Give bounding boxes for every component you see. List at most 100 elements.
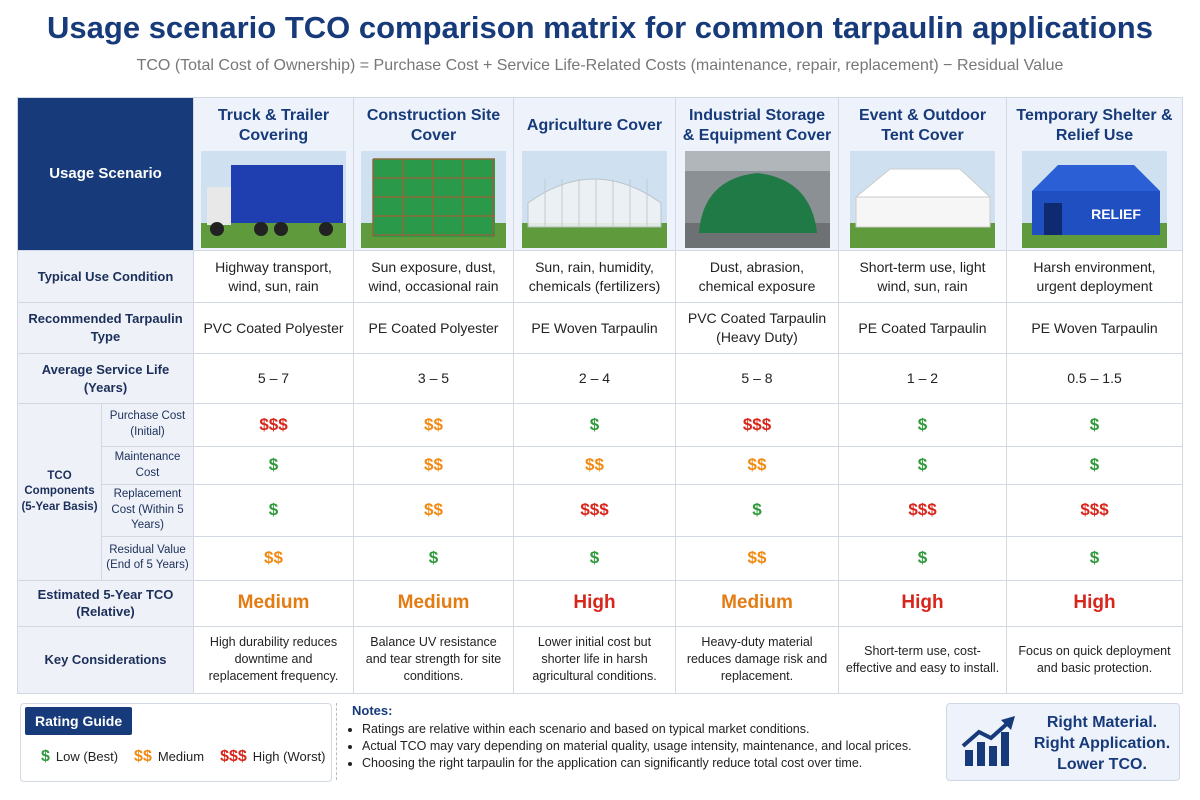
estimate-cell: Medium [193, 579, 354, 627]
guide-symbol: $ [41, 748, 50, 765]
rating-cell: $ [193, 446, 354, 485]
rating-cell: $$ [353, 484, 514, 537]
cell: Balance UV resistance and tear strength … [353, 625, 514, 694]
notes-title: Notes: [352, 703, 393, 718]
rating-cell: $$$ [513, 484, 676, 537]
rating-cell: $$$ [1006, 484, 1183, 537]
rating-cell: $$$ [838, 484, 1007, 537]
cell: PE Coated Tarpaulin [838, 302, 1007, 354]
rating-cell: $ [513, 403, 676, 447]
cell: Dust, abrasion, chemical exposure [675, 250, 839, 303]
rating-cell: $ [513, 535, 676, 581]
corner-label: Usage Scenario [17, 97, 194, 251]
guide-symbol: $$ [134, 748, 152, 765]
scenario-image [201, 150, 346, 248]
row: Recommended Tarpaulin Type PVC Coated Pol… [17, 302, 1183, 354]
sub-label: Residual Value (End of 5 Years) [101, 535, 194, 581]
header-row: Usage Scenario Truck & Trailer Covering Co… [17, 97, 1183, 251]
rating-cell: $$ [675, 535, 839, 581]
guide-symbol: $$$ [220, 748, 247, 765]
estimate-cell: High [513, 579, 676, 627]
guide-item: $$$ High (Worst) [220, 748, 325, 766]
cell: 1 – 2 [838, 353, 1007, 404]
cell: 5 – 8 [675, 353, 839, 404]
rating-cell: $ [1006, 535, 1183, 581]
scenario-header: Industrial Storage & Equipment Cover [675, 97, 839, 251]
tagline: Right Material. Right Application. Lower T… [1027, 712, 1177, 775]
rating-cell: $ [838, 403, 1007, 447]
scenario-name: Event & Outdoor Tent Cover [858, 106, 987, 144]
rating-cell: $$$ [193, 403, 354, 447]
scenario-image [361, 150, 506, 248]
rating-cell: $$$ [675, 403, 839, 447]
tagline-line: Right Material. [1046, 714, 1158, 731]
tagline-line: Right Application. [1033, 735, 1171, 752]
rating-cell: $$ [513, 446, 676, 485]
scenario-image [684, 150, 830, 248]
scenario-header: Construction Site Cover [353, 97, 514, 251]
scenario-name: Industrial Storage & Equipment Cover [682, 106, 832, 144]
rating-cell: $ [675, 484, 839, 537]
estimate-cell: High [1006, 579, 1183, 627]
rating-cell: $$ [353, 403, 514, 447]
tco-row: Maintenance Cost $ $$ $$ $$ $ $ [18, 446, 1183, 485]
group-label: TCO Components (5-Year Basis) [17, 403, 102, 581]
separator [336, 703, 337, 780]
cell: Harsh environment, urgent deployment [1006, 250, 1183, 303]
notes-list: Ratings are relative within each scenari… [352, 722, 932, 770]
cell: 2 – 4 [513, 353, 676, 404]
sub-label: Maintenance Cost [101, 446, 194, 485]
cell: High durability reduces downtime and rep… [193, 625, 354, 694]
guide-label: Low (Best) [55, 749, 119, 764]
note: Ratings are relative within each scenari… [362, 722, 932, 736]
guide-item: $ Low (Best) [41, 748, 118, 766]
guide-label: Medium [157, 749, 205, 764]
note: Choosing the right tarpaulin for the app… [362, 756, 932, 770]
row-label: Estimated 5-Year TCO (Relative) [17, 579, 194, 627]
row-label: Key Considerations [17, 625, 194, 694]
rating-cell: $$ [353, 446, 514, 485]
subtitle: TCO (Total Cost of Ownership) = Purchase… [136, 57, 1064, 74]
sub-label: Replacement Cost (Within 5 Years) [101, 484, 194, 537]
guide-item: $$ Medium [134, 748, 204, 766]
cell: Sun, rain, humidity, chemicals (fertiliz… [513, 250, 676, 303]
cell: Lower initial cost but shorter life in h… [513, 625, 676, 694]
image-label: RELIEF [1091, 206, 1141, 222]
rating-guide-items: $ Low (Best) $$ Medium $$$ High (Worst) [41, 748, 326, 766]
scenario-header: Agriculture Cover [513, 97, 676, 251]
cell: 5 – 7 [193, 353, 354, 404]
scenario-header: Temporary Shelter & Relief Use RELIEF [1006, 97, 1183, 251]
scenario-name: Construction Site Cover [366, 106, 501, 144]
tagline-line: Lower TCO. [1057, 756, 1147, 773]
estimate-cell: Medium [353, 579, 514, 627]
rating-cell: $ [1006, 403, 1183, 447]
scenario-image [522, 150, 667, 248]
scenario-header: Event & Outdoor Tent Cover [838, 97, 1007, 251]
cell: Highway transport, wind, sun, rain [193, 250, 354, 303]
tco-row: TCO Components (5-Year Basis) Purchase Co… [17, 403, 1183, 581]
rating-cell: $ [353, 535, 514, 581]
guide-label: High (Worst) [252, 749, 326, 764]
cell: Focus on quick deployment and basic prot… [1006, 625, 1183, 694]
cell: Sun exposure, dust, wind, occasional rai… [353, 250, 514, 303]
cell: Heavy-duty material reduces damage risk … [675, 625, 839, 694]
cell: Short-term use, cost-effective and easy … [838, 625, 1007, 694]
row-label: Recommended Tarpaulin Type [17, 302, 194, 354]
rating-cell: $ [838, 446, 1007, 485]
sub-label: Purchase Cost (Initial) [101, 403, 194, 447]
scenario-name: Temporary Shelter & Relief Use [1016, 106, 1173, 144]
cell: 0.5 – 1.5 [1006, 353, 1183, 404]
rating-cell: $ [838, 535, 1007, 581]
tco-matrix: Usage Scenario Truck & Trailer Covering Co… [17, 97, 1183, 694]
notes: Notes: Ratings are relative within each … [352, 703, 932, 773]
title: Usage scenario TCO comparison matrix for… [47, 10, 1153, 45]
cell: 3 – 5 [353, 353, 514, 404]
scenario-header: Truck & Trailer Covering [193, 97, 354, 251]
scenario-name: Agriculture Cover [526, 116, 663, 134]
row: Estimated 5-Year TCO (Relative) Medium Med… [17, 579, 1183, 627]
rating-cell: $$ [193, 535, 354, 581]
row-label: Typical Use Condition [17, 250, 194, 303]
tco-row: Replacement Cost (Within 5 Years) $ $$ $$$ $… [18, 484, 1183, 537]
